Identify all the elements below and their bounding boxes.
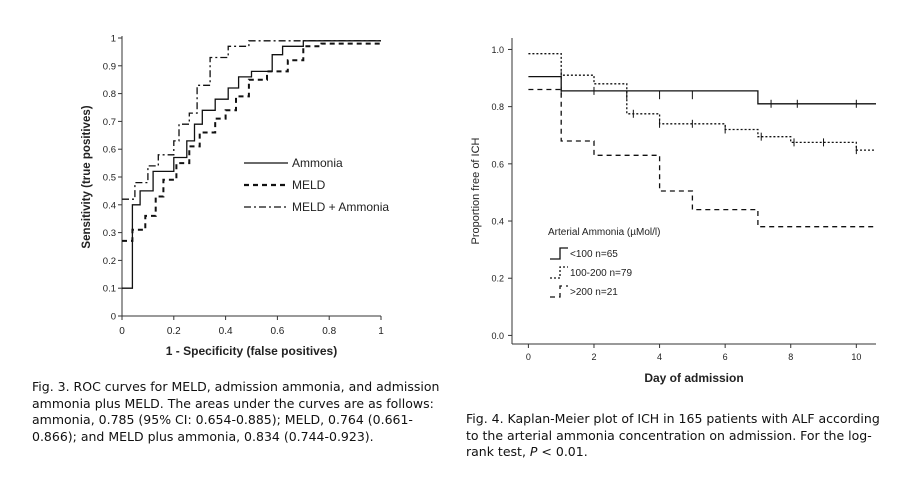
km-x-axis-label: Day of admission <box>644 371 743 385</box>
fig3-caption-label: Fig. 3. <box>32 379 70 394</box>
km-y-tick-label: 0.2 <box>491 274 504 284</box>
roc-series-line-3 <box>122 40 381 200</box>
fig3-caption-text: ROC curves for MELD, admission ammonia, … <box>32 379 440 444</box>
fig4-caption-label: Fig. 4. <box>466 411 504 426</box>
roc-x-tick-label: 0.8 <box>322 326 336 337</box>
km-y-axis-label: Proportion free of ICH <box>470 137 482 244</box>
fig4-caption: Fig. 4. Kaplan-Meier plot of ICH in 165 … <box>466 411 886 461</box>
roc-y-tick-label: 0 <box>111 312 116 323</box>
roc-y-tick-label: 0.4 <box>103 200 116 211</box>
roc-legend-label-3: MELD + Ammonia <box>292 200 389 214</box>
km-y-tick-label: 0.4 <box>491 217 504 227</box>
km-y-tick-label: 0.8 <box>491 102 504 112</box>
roc-series-line-1 <box>122 40 381 289</box>
roc-x-tick-label: 0 <box>119 326 125 337</box>
roc-y-axis-label: Sensitivity (true positives) <box>81 105 93 248</box>
roc-y-tick-label: 0.9 <box>103 61 116 72</box>
roc-x-tick-label: 0.4 <box>219 326 233 337</box>
roc-y-tick-label: 0.5 <box>103 173 116 184</box>
km-x-tick-label: 6 <box>723 352 728 362</box>
roc-series-line-2 <box>122 42 381 242</box>
km-legend-label-3: >200 n=21 <box>570 287 618 298</box>
km-legend-label-2: 100-200 n=79 <box>570 268 632 279</box>
roc-legend-label-1: Ammonia <box>292 156 343 170</box>
km-legend-swatch-3 <box>550 285 568 298</box>
roc-x-tick-label: 0.2 <box>167 326 181 337</box>
roc-y-tick-label: 0.8 <box>103 89 116 100</box>
km-series-line-2 <box>528 53 876 151</box>
km-x-tick-label: 2 <box>591 352 596 362</box>
km-legend-swatch-1 <box>550 247 568 260</box>
roc-x-axis-label: 1 - Specificity (false positives) <box>166 344 337 358</box>
fig4-caption-text: Kaplan-Meier plot of ICH in 165 patients… <box>466 411 880 459</box>
km-y-tick-label: 0.6 <box>491 159 504 169</box>
km-series-line-3 <box>528 88 876 228</box>
km-x-tick-label: 8 <box>788 352 793 362</box>
km-legend-label-1: <100 n=65 <box>570 249 618 260</box>
km-series-line-1 <box>528 75 876 105</box>
roc-y-tick-label: 1 <box>111 34 116 45</box>
km-x-tick-label: 10 <box>851 352 861 362</box>
km-x-tick-label: 0 <box>526 352 531 362</box>
roc-y-tick-label: 0.2 <box>103 256 116 267</box>
km-y-tick-label: 0.0 <box>491 331 504 341</box>
roc-x-tick-label: 1 <box>378 326 384 337</box>
fig4-caption-p: P <box>529 444 538 459</box>
fig3-caption: Fig. 3. ROC curves for MELD, admission a… <box>32 379 446 445</box>
roc-y-tick-label: 0.6 <box>103 145 116 156</box>
km-legend-title: Arterial Ammonia (µMol/l) <box>548 227 660 238</box>
roc-legend-label-2: MELD <box>292 178 326 192</box>
roc-y-tick-label: 0.1 <box>103 284 116 295</box>
fig4-caption-tail: < 0.01. <box>537 444 588 459</box>
km-y-tick-label: 1.0 <box>491 45 504 55</box>
roc-y-tick-label: 0.7 <box>103 117 116 128</box>
roc-x-tick-label: 0.6 <box>270 326 284 337</box>
roc-y-tick-label: 0.3 <box>103 228 116 239</box>
km-legend-swatch-2 <box>550 266 568 279</box>
km-x-tick-label: 4 <box>657 352 662 362</box>
